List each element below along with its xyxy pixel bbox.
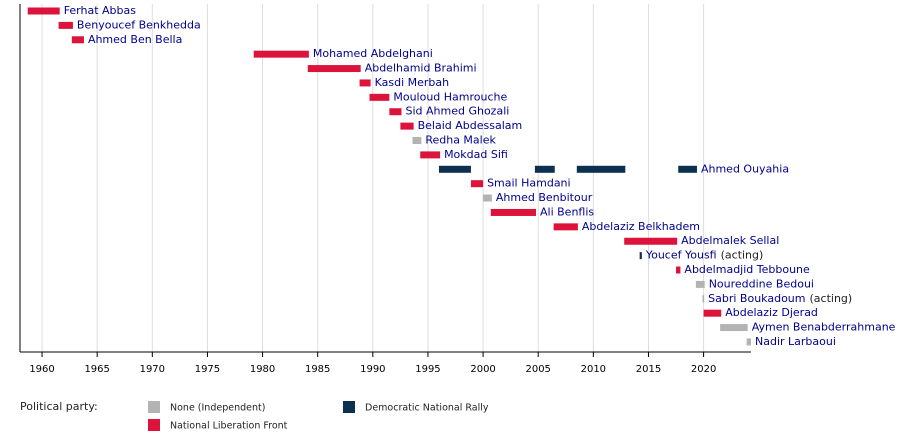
term-label: Ahmed Ouyahia [701, 162, 789, 175]
term-bar [470, 180, 484, 188]
term-bar [676, 266, 681, 274]
term-bar [534, 165, 555, 173]
x-tick-label: 2010 [581, 364, 606, 375]
term-label: Ahmed Benbitour [496, 191, 593, 204]
x-tick-label: 2000 [470, 364, 495, 375]
term-label: Ahmed Ben Bella [88, 33, 182, 46]
term-bar [400, 122, 414, 130]
term-bar [702, 295, 705, 303]
term-bar [720, 324, 748, 332]
term-label: Ferhat Abbas [64, 4, 137, 17]
term-label: Noureddine Bedoui [709, 277, 814, 290]
person-name: Sid Ahmed Ghozali [405, 105, 509, 118]
legend-title: Political party: [20, 400, 98, 413]
x-tick-label: 1995 [415, 364, 440, 375]
term-bar [420, 151, 441, 159]
term-label: Mokdad Sifi [444, 148, 508, 161]
person-name: Abdelmadjid Tebboune [684, 263, 810, 276]
term-bar [71, 36, 84, 44]
person-name: Abdelaziz Belkhadem [582, 220, 700, 233]
term-label: Belaid Abdessalam [418, 119, 523, 132]
term-label: Aymen Benabderrahmane [752, 321, 896, 334]
person-name: Sabri Boukadoum [708, 292, 805, 305]
person-name: Benyoucef Benkhedda [77, 18, 201, 31]
term-label: Abdelhamid Brahimi [365, 62, 477, 75]
person-name: Abdelhamid Brahimi [365, 62, 477, 75]
person-name: Mouloud Hamrouche [393, 90, 507, 103]
term-bar [490, 208, 536, 216]
x-tick-label: 1975 [195, 364, 220, 375]
term-bar [369, 93, 390, 101]
legend-swatch [343, 401, 355, 413]
term-bar [678, 165, 697, 173]
person-name: Mokdad Sifi [444, 148, 508, 161]
legend-label: National Liberation Front [170, 421, 288, 432]
person-name: Ahmed Ouyahia [701, 162, 789, 175]
term-bar [412, 137, 422, 145]
term-label: Abdelaziz Djerad [725, 306, 818, 319]
term-label: Nadir Larbaoui [755, 335, 836, 348]
term-bar [27, 7, 60, 15]
term-label: Youcef Yousfi (acting) [645, 249, 763, 262]
term-bar [695, 280, 705, 288]
term-bar [58, 21, 73, 29]
person-name: Ahmed Ben Bella [88, 33, 182, 46]
x-tick-label: 2005 [525, 364, 550, 375]
term-bar [639, 252, 642, 260]
person-name: Belaid Abdessalam [418, 119, 523, 132]
term-bar [746, 338, 751, 346]
legend-swatch [148, 401, 160, 413]
person-name: Redha Malek [425, 134, 496, 147]
person-name: Youcef Yousfi [645, 249, 717, 262]
term-label: Abdelmalek Sellal [681, 234, 779, 247]
term-bar [483, 194, 492, 202]
x-tick-label: 1990 [360, 364, 385, 375]
term-label: Mohamed Abdelghani [313, 47, 433, 60]
x-tick-label: 1970 [140, 364, 165, 375]
note: (acting) [810, 292, 853, 305]
note: (acting) [721, 249, 764, 262]
term-label: Redha Malek [425, 134, 496, 147]
term-label: Abdelmadjid Tebboune [684, 263, 810, 276]
term-bar [253, 50, 309, 58]
term-label: Mouloud Hamrouche [393, 90, 507, 103]
person-name: Abdelmalek Sellal [681, 234, 779, 247]
person-name: Nadir Larbaoui [755, 335, 836, 348]
x-tick-label: 1965 [84, 364, 109, 375]
legend-swatch [148, 419, 160, 431]
person-name: Ahmed Benbitour [496, 191, 593, 204]
person-name: Mohamed Abdelghani [313, 47, 433, 60]
x-tick-label: 1960 [29, 364, 54, 375]
x-tick-label: 1985 [305, 364, 330, 375]
term-bar [389, 108, 402, 116]
term-label: Kasdi Merbah [375, 76, 450, 89]
term-label: Benyoucef Benkhedda [77, 18, 201, 31]
term-bar [307, 65, 361, 73]
person-name: Smail Hamdani [487, 177, 571, 190]
person-name: Aymen Benabderrahmane [752, 321, 896, 334]
term-label: Abdelaziz Belkhadem [582, 220, 700, 233]
person-name: Noureddine Bedoui [709, 277, 814, 290]
term-bar [438, 165, 471, 173]
x-tick-label: 1980 [250, 364, 275, 375]
x-tick-label: 2015 [636, 364, 661, 375]
term-bar [553, 223, 578, 231]
term-bar [359, 79, 371, 87]
person-name: Ferhat Abbas [64, 4, 137, 17]
term-label: Sid Ahmed Ghozali [405, 105, 509, 118]
legend-label: Democratic National Rally [365, 403, 489, 414]
person-name: Abdelaziz Djerad [725, 306, 818, 319]
legend-label: None (Independent) [170, 403, 265, 414]
x-tick-label: 2020 [691, 364, 716, 375]
term-label: Sabri Boukadoum (acting) [708, 292, 852, 305]
term-bar [576, 165, 626, 173]
term-bar [703, 309, 722, 317]
term-label: Smail Hamdani [487, 177, 571, 190]
person-name: Kasdi Merbah [375, 76, 450, 89]
term-bar [624, 237, 678, 245]
term-label: Ali Benflis [540, 205, 594, 218]
person-name: Ali Benflis [540, 205, 594, 218]
